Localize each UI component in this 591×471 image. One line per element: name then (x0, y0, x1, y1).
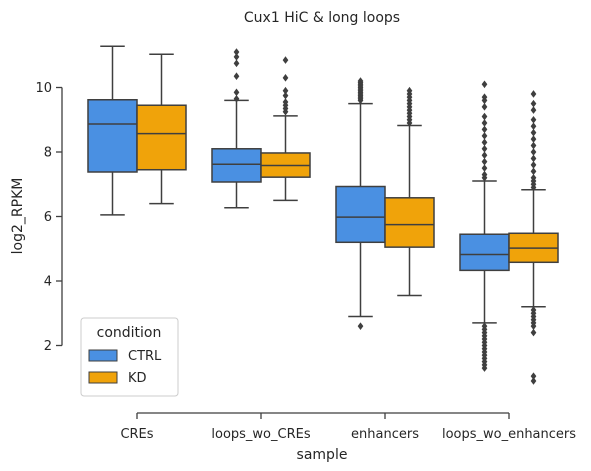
legend-title: condition (97, 325, 162, 341)
legend-label: KD (128, 371, 147, 386)
outlier-point (481, 151, 488, 160)
outlier-point (282, 56, 289, 64)
outlier-point (530, 167, 537, 176)
box-iqr (335, 185, 386, 244)
legend-swatch (88, 371, 118, 384)
outlier-point (481, 132, 488, 140)
outlier-point (530, 106, 537, 114)
outlier-point (481, 157, 488, 166)
outlier-point (282, 91, 289, 100)
outlier-point (530, 174, 537, 182)
plot-area (87, 45, 559, 385)
outlier-point (530, 154, 537, 163)
box-group (459, 80, 510, 372)
box-group (211, 48, 262, 209)
box-group (335, 77, 386, 330)
y-axis-label: log2_RPKM (10, 178, 26, 255)
outlier-point (530, 141, 537, 150)
y-tick-label: 2 (44, 339, 52, 354)
legend: condition CTRL KD (80, 317, 179, 397)
outlier-point (481, 93, 488, 101)
outlier-point (530, 377, 537, 385)
outlier-point (530, 372, 537, 380)
y-tick-label: 10 (35, 81, 52, 96)
x-tick-label: loops_wo_CREs (211, 427, 310, 442)
box-group (260, 56, 311, 202)
y-tick-label: 8 (44, 146, 52, 161)
box-group (87, 45, 138, 216)
y-tick-label: 4 (44, 275, 52, 290)
outlier-point (481, 138, 488, 147)
outlier-point (357, 77, 364, 85)
outlier-point (530, 306, 537, 314)
legend-label: CTRL (128, 349, 162, 364)
x-axis: CREs loops_wo_CREs enhancers loops_wo_enhan… (120, 412, 576, 442)
legend-entries: CTRL KD (88, 349, 162, 386)
outlier-point (233, 72, 240, 81)
outlier-point (481, 112, 488, 121)
outlier-point (530, 128, 537, 137)
outlier-point (530, 148, 537, 156)
outlier-point (406, 86, 413, 95)
x-tick-label: loops_wo_enhancers (442, 427, 576, 442)
outlier-point (530, 135, 537, 143)
box-group (384, 86, 435, 297)
box-iqr (136, 104, 187, 171)
outlier-point (530, 99, 537, 108)
box-iqr (211, 148, 262, 183)
box-group (508, 90, 559, 385)
outlier-point (481, 170, 488, 179)
outlier-point (530, 122, 537, 130)
box-iqr (459, 233, 510, 272)
legend-swatch (88, 349, 118, 362)
outlier-point (481, 144, 488, 153)
outlier-point (530, 115, 537, 124)
outlier-point (481, 164, 488, 172)
outlier-point (282, 74, 289, 82)
outlier-point (282, 98, 289, 106)
outlier-point (233, 94, 240, 103)
outlier-point (233, 88, 240, 97)
outlier-point (530, 328, 537, 337)
outlier-point (530, 161, 537, 169)
outlier-point (357, 322, 364, 330)
y-axis: 2 4 6 8 10 (35, 81, 63, 354)
box-iqr (87, 99, 138, 173)
x-tick-label: CREs (120, 427, 153, 442)
outlier-point (530, 90, 537, 98)
box-iqr (384, 197, 435, 248)
chart-title: Cux1 HiC & long loops (244, 10, 400, 26)
outlier-point (233, 48, 240, 56)
outlier-point (481, 119, 488, 127)
outlier-point (282, 86, 289, 95)
box-group (136, 53, 187, 205)
outlier-point (233, 53, 240, 61)
outlier-point (481, 103, 488, 111)
outlier-point (481, 125, 488, 134)
outlier-point (233, 59, 240, 68)
outlier-point (481, 80, 488, 89)
x-axis-label: sample (297, 447, 348, 463)
x-tick-label: enhancers (351, 427, 419, 442)
y-tick-label: 6 (44, 210, 52, 225)
outlier-point (481, 322, 488, 330)
